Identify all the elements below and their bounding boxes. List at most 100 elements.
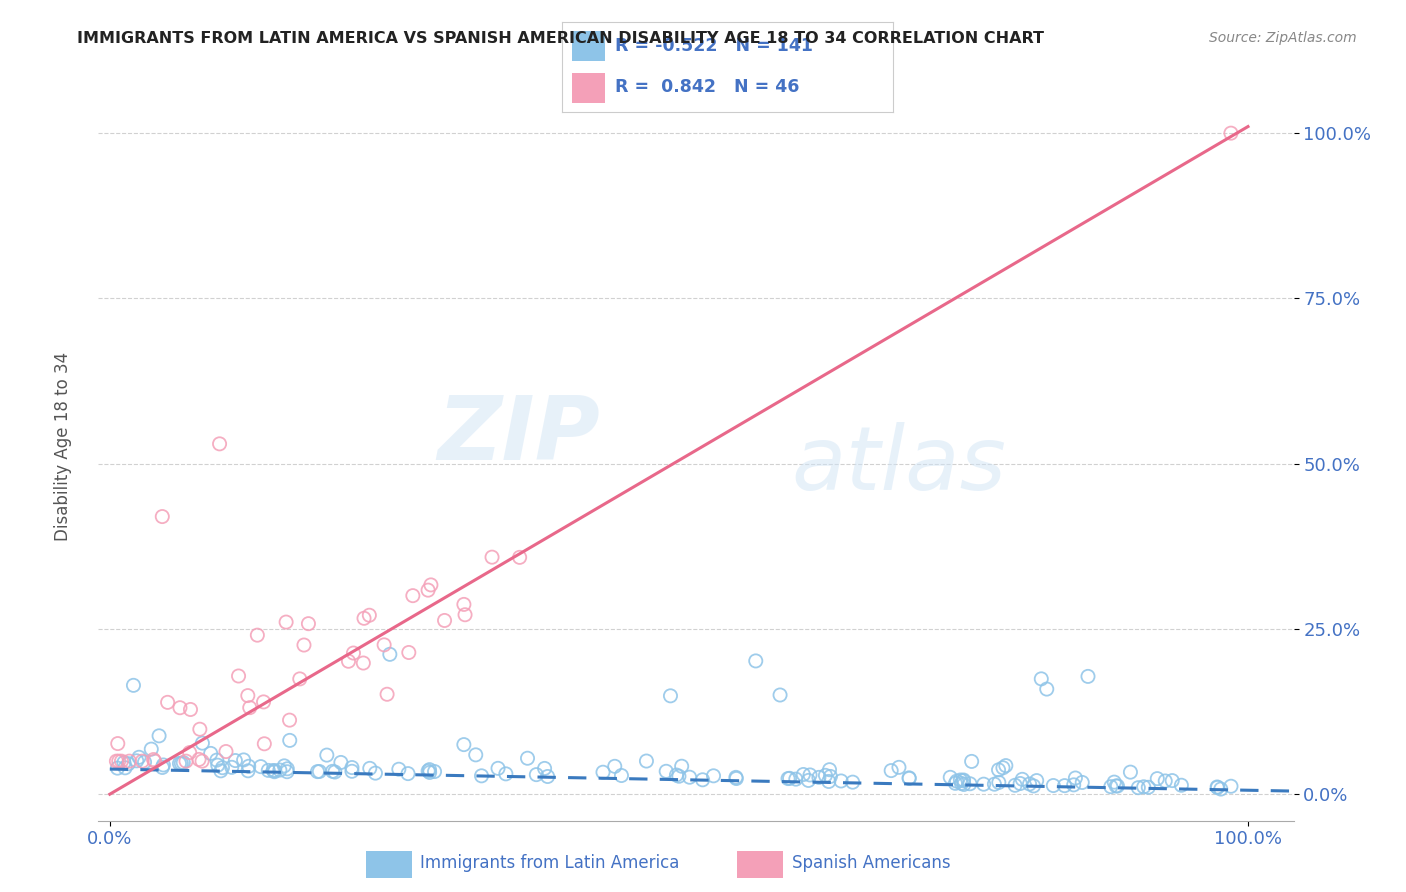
FancyBboxPatch shape <box>737 851 783 878</box>
Point <box>359 608 381 623</box>
Point <box>973 777 995 791</box>
Point <box>668 769 690 783</box>
Point <box>880 764 903 778</box>
Point <box>148 729 170 743</box>
Point <box>253 737 276 751</box>
Point <box>418 764 440 778</box>
Point <box>107 754 129 768</box>
Point <box>1004 778 1026 792</box>
Point <box>898 772 921 786</box>
Point <box>433 614 456 628</box>
Point <box>359 761 381 775</box>
Point <box>1220 779 1243 793</box>
Point <box>898 771 921 785</box>
Point <box>418 763 440 777</box>
Point <box>278 713 301 727</box>
Point <box>156 695 179 709</box>
Point <box>142 753 165 767</box>
Point <box>945 774 967 789</box>
Point <box>453 738 475 752</box>
Point <box>745 654 768 668</box>
Point <box>692 772 714 787</box>
Point <box>150 509 173 524</box>
Point <box>128 750 150 764</box>
Point <box>636 754 658 768</box>
Point <box>1031 672 1053 686</box>
Text: ZIP: ZIP <box>437 392 600 479</box>
Point <box>1206 780 1229 794</box>
Point <box>536 770 558 784</box>
Point <box>117 756 139 771</box>
Point <box>779 772 801 786</box>
Point <box>987 763 1010 777</box>
Point <box>205 753 228 767</box>
Point <box>1099 780 1122 794</box>
Point <box>983 777 1005 791</box>
Point <box>141 742 163 756</box>
Point <box>1071 775 1094 789</box>
Point <box>207 758 229 772</box>
Point <box>495 767 517 781</box>
Point <box>188 723 211 737</box>
Point <box>1025 773 1047 788</box>
Point <box>987 775 1010 789</box>
Point <box>236 764 259 778</box>
Point <box>232 753 254 767</box>
Point <box>454 607 477 622</box>
Point <box>1053 779 1076 793</box>
Point <box>807 770 830 784</box>
Point <box>398 645 420 659</box>
FancyBboxPatch shape <box>572 73 606 103</box>
FancyBboxPatch shape <box>366 851 412 878</box>
Point <box>1219 126 1241 140</box>
Point <box>152 758 174 772</box>
Point <box>224 754 246 768</box>
Point <box>610 768 633 782</box>
Point <box>416 583 439 598</box>
Point <box>953 777 976 791</box>
Point <box>1132 780 1154 794</box>
Point <box>340 760 363 774</box>
Point <box>269 763 291 777</box>
Point <box>817 774 839 789</box>
Point <box>792 767 814 781</box>
Point <box>702 769 724 783</box>
Point <box>818 763 841 777</box>
Point <box>1209 782 1232 797</box>
Point <box>107 737 129 751</box>
Point <box>887 760 910 774</box>
Point <box>1022 779 1045 793</box>
Text: Disability Age 18 to 34: Disability Age 18 to 34 <box>55 351 72 541</box>
Point <box>1206 780 1229 795</box>
Point <box>464 747 486 762</box>
Point <box>297 616 319 631</box>
Point <box>273 759 295 773</box>
Point <box>353 611 375 625</box>
Point <box>797 773 820 788</box>
Point <box>1102 775 1125 789</box>
Point <box>107 761 129 775</box>
Point <box>221 760 243 774</box>
Text: Immigrants from Latin America: Immigrants from Latin America <box>420 854 679 872</box>
Point <box>952 772 974 787</box>
Point <box>592 765 614 780</box>
Point <box>340 764 363 779</box>
Point <box>603 759 626 773</box>
Text: Spanish Americans: Spanish Americans <box>792 854 950 872</box>
Point <box>246 628 269 642</box>
Point <box>1011 772 1033 787</box>
Point <box>378 648 401 662</box>
Text: R = -0.522   N = 141: R = -0.522 N = 141 <box>616 37 813 55</box>
Point <box>402 589 425 603</box>
Point <box>655 764 678 779</box>
Point <box>307 764 329 779</box>
Point <box>665 768 688 782</box>
Point <box>1119 765 1142 780</box>
Point <box>352 656 374 670</box>
Point <box>170 756 193 771</box>
Point <box>114 761 136 775</box>
Point <box>1077 669 1099 683</box>
Point <box>105 754 128 768</box>
FancyBboxPatch shape <box>572 31 606 61</box>
Point <box>830 774 852 789</box>
